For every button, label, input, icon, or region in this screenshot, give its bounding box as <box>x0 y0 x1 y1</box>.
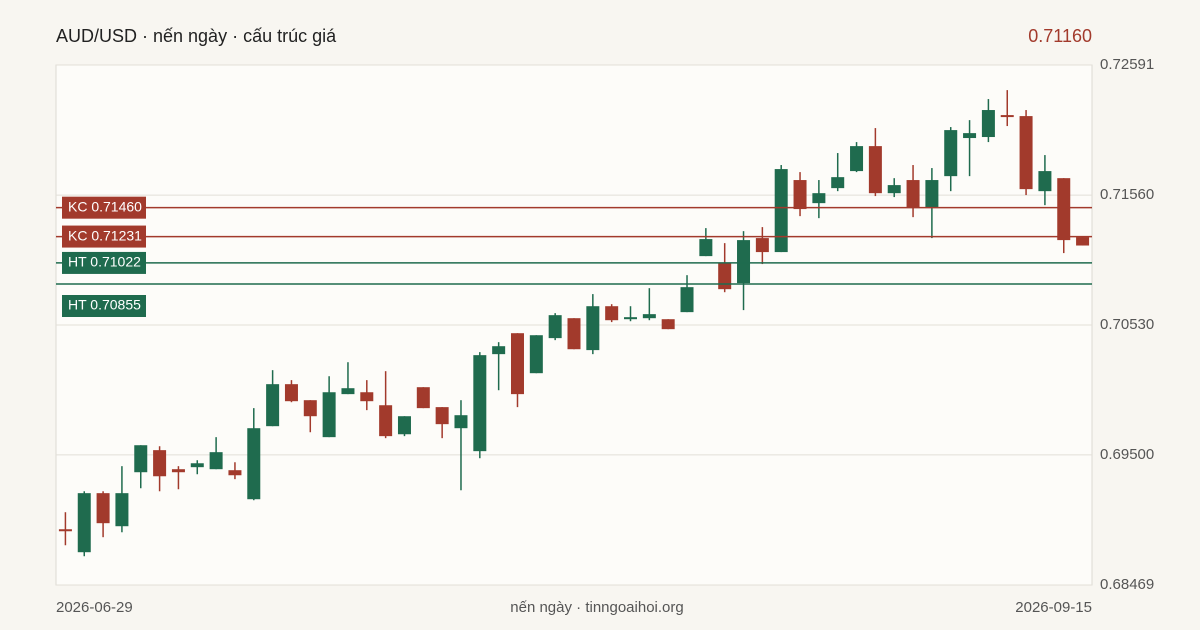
candle-body <box>661 319 675 330</box>
y-tick-label: 0.70530 <box>1100 316 1154 333</box>
footer: nến ngày · tinngoaihoi.org <box>510 599 683 616</box>
candle-body <box>397 416 411 435</box>
candle-body <box>247 428 261 500</box>
candle-body <box>303 400 317 417</box>
candle-body <box>1057 178 1071 241</box>
candle-body <box>812 193 826 204</box>
y-tick-label: 0.72591 <box>1100 56 1154 73</box>
candle-body <box>718 263 732 290</box>
candle-body <box>605 306 619 321</box>
candle-body <box>680 287 694 313</box>
candle-body <box>190 463 204 468</box>
candle-body <box>850 146 864 172</box>
candle-body <box>925 180 939 209</box>
candle-body <box>492 346 506 355</box>
candle-body <box>266 384 280 427</box>
candle-body <box>963 133 977 139</box>
y-tick-label: 0.71560 <box>1100 186 1154 203</box>
candle-body <box>906 180 920 209</box>
level-label: KC 0.71460 <box>68 198 142 214</box>
candle-body <box>944 130 958 177</box>
candle-body <box>228 470 242 476</box>
candle-body <box>209 452 223 470</box>
candle-body <box>755 238 769 253</box>
level-label-box <box>62 196 146 219</box>
x-tick-label: 2026-06-29 <box>56 599 133 616</box>
level-label-box <box>62 295 146 318</box>
candle-body <box>153 450 167 477</box>
candle-body <box>454 415 468 429</box>
candle-body <box>831 177 845 189</box>
candle-body <box>1000 115 1014 118</box>
candle-body <box>774 169 788 253</box>
candle-body <box>981 110 995 138</box>
level-label: HT 0.71022 <box>68 254 141 270</box>
candle-body <box>510 333 524 395</box>
candle-body <box>322 392 336 438</box>
candle-body <box>134 445 148 473</box>
candle-body <box>171 469 185 473</box>
candle-body <box>96 493 110 524</box>
level-label-box <box>62 251 146 274</box>
candle-body <box>737 240 751 284</box>
level-label: HT 0.70855 <box>68 297 141 313</box>
candle-body <box>416 387 430 409</box>
candle-body <box>435 407 449 425</box>
candle-body <box>1038 171 1052 192</box>
candle-body <box>699 239 713 257</box>
x-tick-label: 2026-09-15 <box>1015 599 1092 616</box>
candle-body <box>341 388 355 395</box>
candle-body <box>1076 237 1090 246</box>
candle-body <box>379 405 393 437</box>
candle-body <box>868 146 882 194</box>
candle-body <box>793 180 807 210</box>
chart-title: AUD/USD · nến ngày · cấu trúc giá <box>56 26 337 46</box>
candle-body <box>360 392 374 402</box>
y-tick-label: 0.68469 <box>1100 576 1154 593</box>
candle-body <box>115 493 129 527</box>
last-price: 0.71160 <box>1028 26 1092 46</box>
candle-body <box>77 493 91 553</box>
candle-body <box>473 355 487 452</box>
candle-body <box>624 317 638 320</box>
candle-body <box>642 314 656 319</box>
level-label: KC 0.71231 <box>68 227 142 243</box>
candle-body <box>529 335 543 374</box>
candle-body <box>1019 116 1033 190</box>
level-label-box <box>62 225 146 248</box>
candle-body <box>548 315 562 339</box>
candle-body <box>567 318 581 350</box>
candle-body <box>58 529 72 532</box>
y-tick-label: 0.69500 <box>1100 446 1154 463</box>
candle-body <box>887 185 901 194</box>
candle-body <box>284 384 298 402</box>
candle-body <box>586 306 600 351</box>
